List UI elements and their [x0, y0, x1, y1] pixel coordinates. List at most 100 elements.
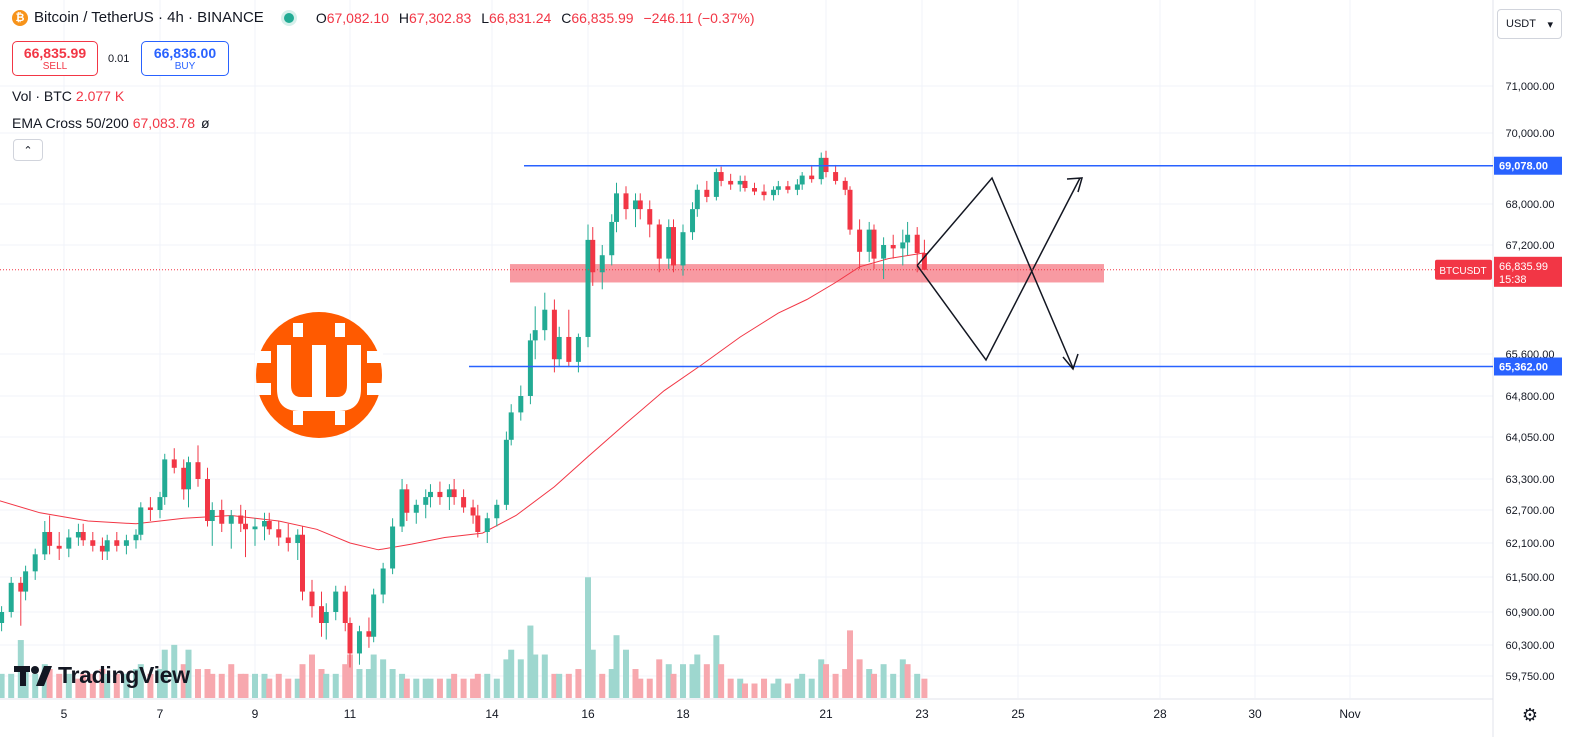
candle-body — [494, 504, 500, 519]
price-tick-label: 71,000.00 — [1506, 81, 1555, 93]
volume-bar — [737, 678, 744, 698]
candle-body — [90, 540, 96, 546]
price-tick-label: 60,300.00 — [1506, 640, 1555, 652]
candle-body — [423, 497, 429, 505]
volume-bar — [541, 654, 548, 698]
volume-bar — [123, 673, 130, 698]
candle-body — [451, 489, 457, 498]
time-axis[interactable]: 5 7 9 11 14 16 18 21 23 25 28 30 Nov — [61, 707, 1361, 721]
candle-body — [461, 497, 467, 508]
candle-body — [713, 172, 719, 197]
candle-body — [833, 172, 839, 181]
volume-bar — [775, 678, 782, 698]
volume-bar — [446, 678, 453, 698]
candle-body — [599, 255, 605, 273]
symbol-legend: ₿ Bitcoin / TetherUS · 4h · BINANCE O67,… — [12, 9, 761, 26]
volume-bar — [556, 673, 563, 698]
volume-bar — [365, 669, 372, 698]
price-axis[interactable]: 59,750.00 60,300.00 60,900.00 61,500.00 62,1… — [1506, 81, 1555, 683]
volume-bar — [436, 678, 443, 698]
candle-body — [342, 591, 348, 623]
price-tick-label: 68,000.00 — [1506, 199, 1555, 211]
currency-select[interactable]: USDT ▾ — [1497, 9, 1562, 39]
candle-body — [347, 623, 353, 654]
candle-body — [219, 510, 225, 524]
volume-bar — [147, 673, 154, 698]
candle-body — [508, 412, 514, 440]
buy-price: 66,836.00 — [153, 44, 217, 61]
collapse-legend-button[interactable]: ⌃ — [13, 139, 43, 161]
tradingview-logo[interactable]: TradingView — [14, 662, 190, 689]
volume-bar — [899, 659, 906, 698]
low-value: 66,831.24 — [489, 9, 552, 26]
candle-body — [866, 229, 872, 252]
ema-indicator-legend[interactable]: EMA Cross 50/200 67,083.78 ø — [12, 115, 210, 131]
price-tick-label: 60,900.00 — [1506, 607, 1555, 619]
high-value: 67,302.83 — [409, 9, 472, 26]
candle-body — [413, 504, 419, 513]
support-zone[interactable] — [510, 264, 1104, 283]
volume-bar — [209, 673, 216, 698]
time-tick-label: 16 — [581, 707, 595, 721]
volume-bar — [104, 673, 111, 698]
volume-bar — [323, 673, 330, 698]
candle-body — [319, 606, 324, 623]
time-tick-label: 7 — [157, 707, 164, 721]
volume-bar — [517, 659, 524, 698]
ema-indicator-label: EMA Cross 50/200 — [12, 115, 129, 131]
bearish-path[interactable] — [916, 176, 1074, 369]
candle-body — [243, 523, 248, 530]
volume-bar — [133, 669, 139, 698]
candle-body — [366, 631, 372, 637]
candle-body — [300, 534, 305, 592]
volume-bar — [718, 664, 725, 698]
volume-bar — [195, 669, 201, 698]
volume-indicator-legend[interactable]: Vol · BTC 2.077 K — [12, 88, 124, 104]
volume-bar — [871, 673, 877, 698]
volume-bar — [503, 659, 510, 698]
volume-bar — [608, 669, 615, 698]
volume-bar — [161, 649, 168, 698]
volume-bar — [242, 673, 249, 698]
volume-bar — [694, 654, 701, 698]
volume-bar — [403, 678, 410, 698]
level-badge — [1494, 357, 1562, 376]
symbol-title[interactable]: Bitcoin / TetherUS · 4h · BINANCE — [34, 9, 264, 26]
ema-hidden-icon[interactable]: ø — [201, 115, 210, 131]
volume-bar — [252, 673, 258, 698]
volume-bar — [75, 678, 82, 698]
candle-body — [123, 540, 129, 546]
candle-body — [171, 459, 177, 468]
candle-body — [914, 234, 920, 254]
buy-button[interactable]: 66,836.00 BUY — [141, 41, 229, 76]
pattern-drawing[interactable] — [916, 176, 1084, 371]
candle-body — [133, 534, 139, 541]
candle-body — [228, 515, 234, 524]
candle-body — [99, 545, 105, 552]
volume-bar — [713, 635, 720, 698]
last-price-badge — [1494, 256, 1562, 287]
sell-button[interactable]: 66,835.99 SELL — [12, 41, 98, 76]
horizontal-levels[interactable] — [469, 164, 1493, 368]
candle-body — [623, 193, 629, 210]
volume-bar — [474, 673, 481, 698]
volume-bar — [299, 664, 306, 698]
settings-gear-icon[interactable]: ⚙ — [1521, 704, 1539, 725]
volume-bar — [493, 678, 500, 698]
volume-bar — [413, 678, 420, 698]
volume-bar — [137, 664, 144, 698]
time-tick-label: 9 — [252, 707, 259, 721]
tradingview-wordmark: TradingView — [58, 662, 190, 688]
candle-body — [470, 507, 476, 516]
candle-body — [857, 229, 863, 252]
candle-body — [446, 489, 452, 498]
volume-bar — [285, 678, 292, 698]
candle-body — [404, 489, 410, 513]
candle-body — [900, 242, 906, 249]
bullish-path[interactable] — [916, 177, 1081, 362]
candle-body — [761, 191, 767, 196]
volume-bar — [623, 649, 629, 698]
candle-body — [718, 172, 724, 181]
price-tick-label: 64,800.00 — [1506, 391, 1555, 403]
